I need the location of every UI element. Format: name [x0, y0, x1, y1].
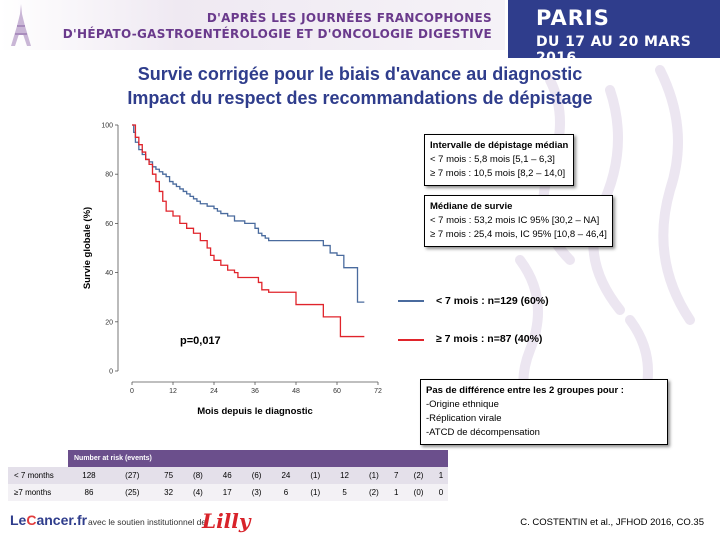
median-survival-box: Médiane de survie < 7 mois : 53,2 mois I…: [424, 195, 613, 247]
risk-cell: 32: [154, 484, 183, 501]
header-band: [0, 0, 505, 50]
risk-cell: 24: [271, 467, 300, 484]
risk-cell: 128: [68, 467, 110, 484]
x-tick-label: 36: [251, 388, 259, 395]
interval-long: ≥ 7 mois : 10,5 mois [8,2 – 14,0]: [430, 168, 566, 179]
risk-cell: 6: [271, 484, 300, 501]
survival-chart: 0 20 40 60 80 100 0 12 24 36 48 60 72 Mois depuis le …: [82, 123, 382, 418]
risk-table-header: Number at risk (events): [68, 450, 448, 467]
x-tick-label: 0: [130, 388, 134, 395]
interval-short: < 7 mois : 5,8 mois [5,1 – 6,3]: [430, 154, 555, 165]
support-text: avec le soutien institutionnel de: [88, 517, 207, 527]
legend-swatch-long-interval: [398, 339, 424, 341]
risk-cell: 46: [213, 467, 242, 484]
risk-row-label: < 7 months: [8, 467, 68, 484]
y-axis-title: Survie globale (%): [82, 207, 93, 289]
legend-swatch-short-interval: [398, 300, 424, 302]
lilly-logo: Lilly: [202, 509, 251, 533]
eiffel-tower-icon: [11, 4, 31, 46]
risk-cell: (3): [241, 484, 272, 501]
event-city: PARIS: [536, 6, 610, 30]
risk-cell: (2): [403, 467, 434, 484]
header-line-2: D'HÉPATO-GASTROENTÉROLOGIE ET D'ONCOLOGI…: [62, 27, 492, 41]
x-tick-label: 72: [374, 388, 382, 395]
risk-row-long-interval: ≥7 months 86 (25) 32 (4) 17 (3) 6 (1) 5 …: [8, 484, 448, 501]
x-tick-label: 60: [333, 388, 341, 395]
slide-subtitle: Impact du respect des recommandations de…: [127, 88, 593, 108]
risk-cell: (1): [358, 467, 390, 484]
difference-item-viral: -Réplication virale: [426, 413, 502, 424]
lecancer-logo: LeCancer.fr: [10, 512, 88, 528]
event-banner: PARIS DU 17 AU 20 MARS 2016: [508, 0, 720, 66]
risk-cell: 12: [330, 467, 359, 484]
risk-cell: (1): [299, 484, 331, 501]
y-tick-label: 20: [105, 319, 113, 326]
interval-info-box: Intervalle de dépistage médian < 7 mois …: [424, 134, 575, 186]
risk-cell: 86: [68, 484, 110, 501]
number-at-risk-table: Number at risk (events) < 7 months 128 (…: [8, 450, 448, 501]
risk-cell: 1: [433, 467, 448, 484]
difference-box: Pas de différence entre les 2 groupes po…: [420, 379, 668, 445]
risk-cell: (4): [182, 484, 214, 501]
y-tick-label: 60: [105, 221, 113, 228]
risk-row-short-interval: < 7 months 128 (27) 75 (8) 46 (6) 24 (1)…: [8, 467, 448, 484]
risk-cell: (1): [299, 467, 331, 484]
citation-text: C. COSTENTIN et al., JFHOD 2016, CO.35: [520, 517, 704, 528]
slide-header: D'APRÈS LES JOURNÉES FRANCOPHONES D'HÉPA…: [0, 0, 720, 66]
difference-item-decompensation: -ATCD de décompensation: [426, 427, 540, 438]
citation: C. COSTENTIN et al., JFHOD 2016, CO.35: [520, 517, 704, 528]
risk-cell: (0): [403, 484, 434, 501]
header-line-1: D'APRÈS LES JOURNÉES FRANCOPHONES: [206, 11, 492, 25]
interval-title: Intervalle de dépistage médian: [430, 140, 569, 151]
risk-cell: 17: [213, 484, 242, 501]
median-long: ≥ 7 mois : 25,4 mois, IC 95% [10,8 – 46,…: [430, 229, 607, 240]
y-tick-label: 40: [105, 270, 113, 277]
median-title: Médiane de survie: [430, 201, 513, 212]
difference-title: Pas de différence entre les 2 groupes po…: [426, 385, 624, 396]
risk-cell: 1: [389, 484, 404, 501]
risk-cell: (27): [109, 467, 155, 484]
y-tick-label: 100: [101, 123, 113, 130]
y-tick-label: 0: [109, 369, 113, 376]
median-short: < 7 mois : 53,2 mois IC 95% [30,2 – NA]: [430, 215, 600, 226]
risk-cell: (8): [182, 467, 214, 484]
slide-title: Survie corrigée pour le biais d'avance a…: [137, 64, 583, 84]
risk-cell: 5: [330, 484, 359, 501]
legend-label-long-interval: ≥ 7 mois : n=87 (40%): [436, 333, 543, 345]
x-axis-title: Mois depuis le diagnostic: [197, 406, 313, 417]
risk-cell: (25): [109, 484, 155, 501]
risk-table-corner: [8, 450, 68, 467]
y-tick-label: 80: [105, 172, 113, 179]
risk-cell: 7: [389, 467, 404, 484]
legend-label-short-interval: < 7 mois : n=129 (60%): [436, 295, 549, 307]
survival-curve-long-interval: [132, 124, 365, 338]
event-dates: DU 17 AU 20 MARS 2016: [536, 34, 692, 66]
survival-curve-short-interval: [132, 124, 365, 303]
risk-cell: 0: [433, 484, 448, 501]
difference-item-ethnic: -Origine ethnique: [426, 399, 499, 410]
risk-cell: (6): [241, 467, 272, 484]
p-value-annotation: p=0,017: [180, 335, 221, 347]
risk-cell: (2): [358, 484, 390, 501]
x-tick-label: 48: [292, 388, 300, 395]
x-tick-label: 12: [169, 388, 177, 395]
risk-cell: 75: [154, 467, 183, 484]
x-tick-label: 24: [210, 388, 218, 395]
risk-row-label: ≥7 months: [8, 484, 68, 501]
